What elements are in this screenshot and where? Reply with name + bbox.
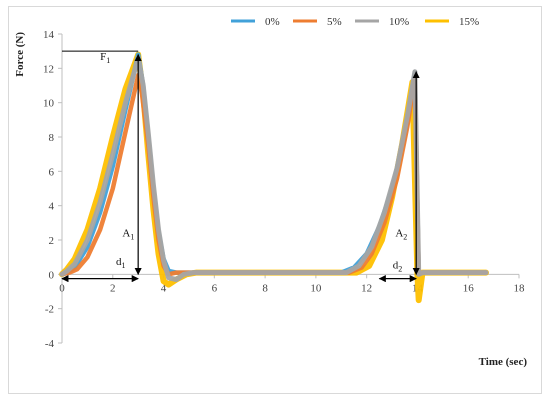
x-tick-label: 0 [59, 282, 65, 294]
legend: 0% 5% 10% 15% [231, 16, 479, 28]
legend-label: 0% [265, 16, 280, 28]
x-tick-label: 6 [212, 282, 218, 294]
x-tick-label: 10 [310, 282, 322, 294]
legend-label: 15% [459, 16, 479, 28]
x-axis-title: Time (sec) [479, 356, 528, 368]
y-tick-label: 4 [49, 201, 55, 213]
x-tick-label: 2 [110, 282, 116, 294]
x-tick-label: 8 [262, 282, 268, 294]
annotation-d1: d1 [116, 256, 126, 270]
y-tick-label: 12 [43, 63, 54, 75]
markers-group [61, 50, 420, 283]
x-tick-label: 18 [514, 282, 526, 294]
annotation-a1: A1 [122, 228, 134, 242]
x-tick-label: 4 [161, 282, 167, 294]
x-tick-label: 12 [361, 282, 372, 294]
y-tick-label: 14 [43, 29, 55, 41]
y-tick-label: 10 [43, 98, 55, 110]
annotation-a2: A2 [395, 228, 407, 242]
series-line-15pct [59, 51, 489, 304]
chart-frame: -4 -2 0 2 4 6 8 10 12 14 0 2 4 6 8 10 12 14 16 18 Force (N) T… [8, 6, 542, 394]
legend-label: 5% [327, 16, 342, 28]
x-tick-label: 16 [463, 282, 475, 294]
y-tick-label: -2 [45, 304, 54, 316]
y-tick-label: 6 [49, 166, 55, 178]
y-tick-label: -4 [45, 338, 55, 350]
annotation-d2: d2 [393, 259, 403, 273]
y-tick-label: 0 [49, 269, 55, 281]
legend-label: 10% [389, 16, 409, 28]
annotation-f1: F1 [100, 51, 110, 65]
y-tick-label: 2 [49, 235, 55, 247]
series-line-10pct [59, 55, 489, 282]
series-group [59, 51, 489, 304]
y-axis-title: Force (N) [14, 32, 26, 77]
labels-group: F1 A1 d1 A2 d2 [100, 51, 407, 274]
y-tick-label: 8 [49, 132, 55, 144]
